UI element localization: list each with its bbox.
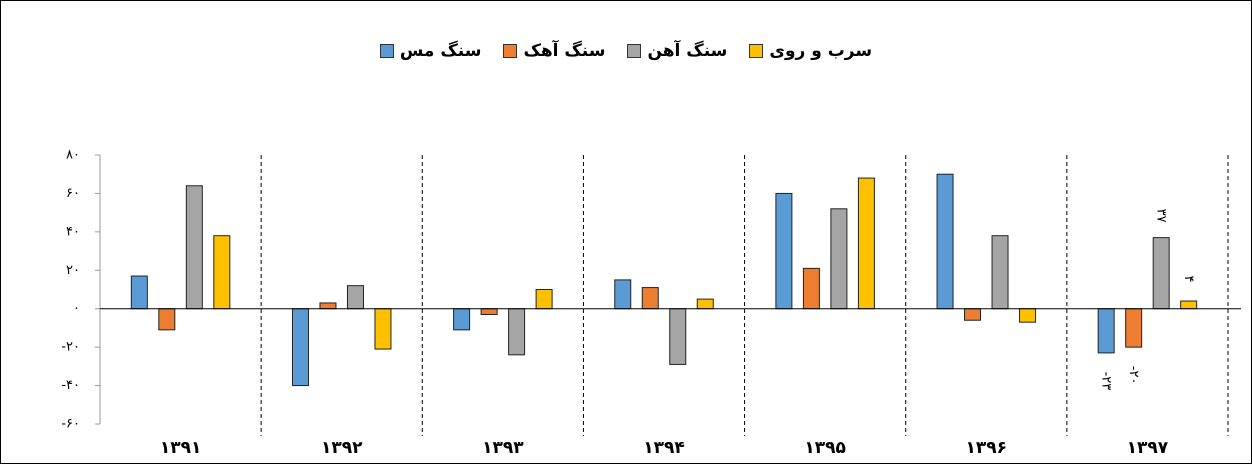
legend-item: سنگ آهن <box>627 41 727 61</box>
bar <box>830 208 848 310</box>
x-tick-label: ۱۳۹۱ <box>160 438 202 458</box>
y-tick-label: -۶۰ <box>61 417 80 432</box>
x-tick-label: ۱۳۹۴ <box>643 438 685 458</box>
y-tick-label: ۲۰ <box>66 263 80 278</box>
bar <box>1019 308 1037 323</box>
bar <box>346 285 364 310</box>
y-tick-label: ۸۰ <box>66 148 80 163</box>
bar <box>1097 308 1115 354</box>
legend: سنگ مس سنگ آهک سنگ آهن سرب و روی <box>1 41 1251 61</box>
y-tick-label: ۶۰ <box>66 186 80 201</box>
y-tick-label: -۴۰ <box>61 378 80 393</box>
legend-swatch <box>749 44 764 58</box>
bar <box>669 308 687 365</box>
legend-label: سنگ آهن <box>647 41 728 61</box>
x-tick-label: ۱۳۹۶ <box>966 438 1008 458</box>
bar <box>696 298 714 310</box>
x-tick-label: ۱۳۹۳ <box>482 438 524 458</box>
legend-swatch <box>379 44 394 58</box>
bar <box>614 279 632 310</box>
bar <box>1125 308 1143 348</box>
bar <box>291 308 309 387</box>
bar <box>1152 237 1170 310</box>
x-tick-label: ۱۳۹۲ <box>321 438 363 458</box>
bar <box>130 275 148 310</box>
bar <box>508 308 526 356</box>
bar <box>775 192 793 310</box>
data-label: ۳۷ <box>1154 209 1169 223</box>
x-tick-label: ۱۳۹۷ <box>1127 438 1169 458</box>
bar <box>480 308 498 315</box>
legend-item: سنگ مس <box>379 41 482 61</box>
y-tick-label: ۴۰ <box>66 224 80 239</box>
bar <box>453 308 471 331</box>
legend-item: سرب و روی <box>749 41 872 61</box>
y-tick-label: ۰ <box>73 301 80 316</box>
bar <box>185 185 203 310</box>
y-tick-label: -۲۰ <box>61 340 80 355</box>
bar <box>319 302 337 310</box>
data-label: -۲۰ <box>1126 366 1141 385</box>
x-tick-label: ۱۳۹۵ <box>804 438 846 458</box>
legend-item: سنگ آهک <box>503 41 605 61</box>
data-label: ۴ <box>1181 276 1196 283</box>
legend-swatch <box>627 44 642 58</box>
bar <box>1180 300 1198 310</box>
bar <box>802 267 820 310</box>
legend-label: سنگ آهک <box>523 41 606 61</box>
bar <box>857 177 875 310</box>
bar <box>535 289 553 310</box>
legend-label: سرب و روی <box>769 41 873 61</box>
bar <box>936 173 954 310</box>
legend-swatch <box>503 44 518 58</box>
bar <box>158 308 176 331</box>
data-label: -۲۳ <box>1099 372 1114 391</box>
bar <box>991 235 1009 310</box>
bar <box>213 235 231 310</box>
legend-label: سنگ مس <box>399 41 482 61</box>
bar <box>641 287 659 310</box>
bar <box>374 308 392 350</box>
bar <box>964 308 982 321</box>
